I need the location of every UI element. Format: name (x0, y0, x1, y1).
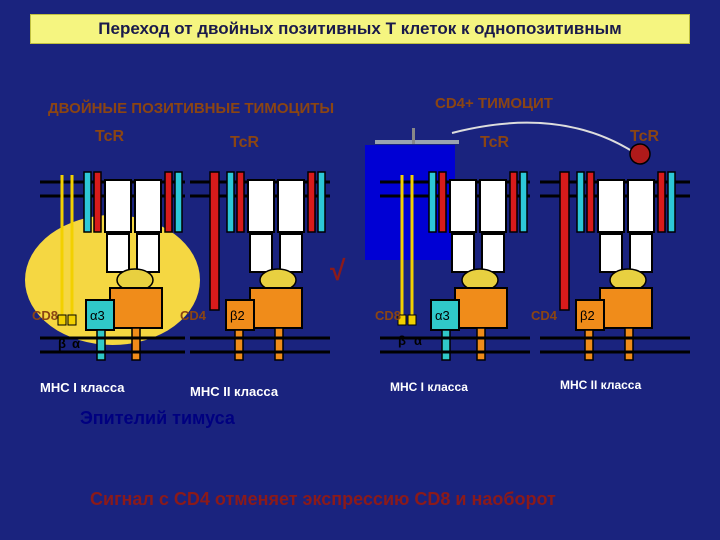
panel-3-mhc1: α3 (380, 160, 540, 390)
tcr-1: TcR (95, 128, 124, 146)
p4-mhc: MHC II класса (560, 378, 641, 392)
title-bar: Переход от двойных позитивных T клеток к… (30, 14, 690, 44)
tcr-4: TcR (630, 128, 659, 146)
bottom-caption: Сигнал с CD4 отменяет экспрессию CD8 и н… (90, 489, 556, 510)
p3-cd8: CD8 (375, 308, 401, 323)
p3-alpha: α (414, 333, 422, 348)
panel-4-mhc2: β2 (540, 160, 700, 390)
p1-alpha: α (72, 336, 80, 351)
svg-text:β2: β2 (230, 308, 245, 323)
gray-top-stem (412, 128, 415, 144)
tcr-3: TcR (480, 134, 509, 152)
left-header: ДВОЙНЫЕ ПОЗИТИВНЫЕ ТИМОЦИТЫ (48, 100, 334, 117)
p3-beta: β (398, 333, 406, 348)
panel-1-mhc1: α3 (40, 160, 200, 390)
right-header: CD4+ ТИМОЦИТ (435, 95, 553, 112)
svg-text:α3: α3 (435, 308, 450, 323)
p1-cd8: CD8 (32, 308, 58, 323)
tcr-2: TcR (230, 134, 259, 152)
p3-mhc: MHC I класса (390, 380, 468, 394)
p4-cd4: CD4 (531, 308, 557, 323)
p2-mhc: MHC II класса (190, 384, 278, 399)
epithelium-label: Эпителий тимуса (80, 408, 235, 429)
p1-beta: β (58, 336, 66, 351)
p2-cd4: CD4 (180, 308, 206, 323)
svg-text:β2: β2 (580, 308, 595, 323)
svg-text:α3: α3 (90, 308, 105, 323)
p1-mhc: MHC I класса (40, 380, 124, 395)
title-text: Переход от двойных позитивных T клеток к… (98, 19, 621, 38)
panel-2-mhc2: β2 (190, 160, 340, 390)
